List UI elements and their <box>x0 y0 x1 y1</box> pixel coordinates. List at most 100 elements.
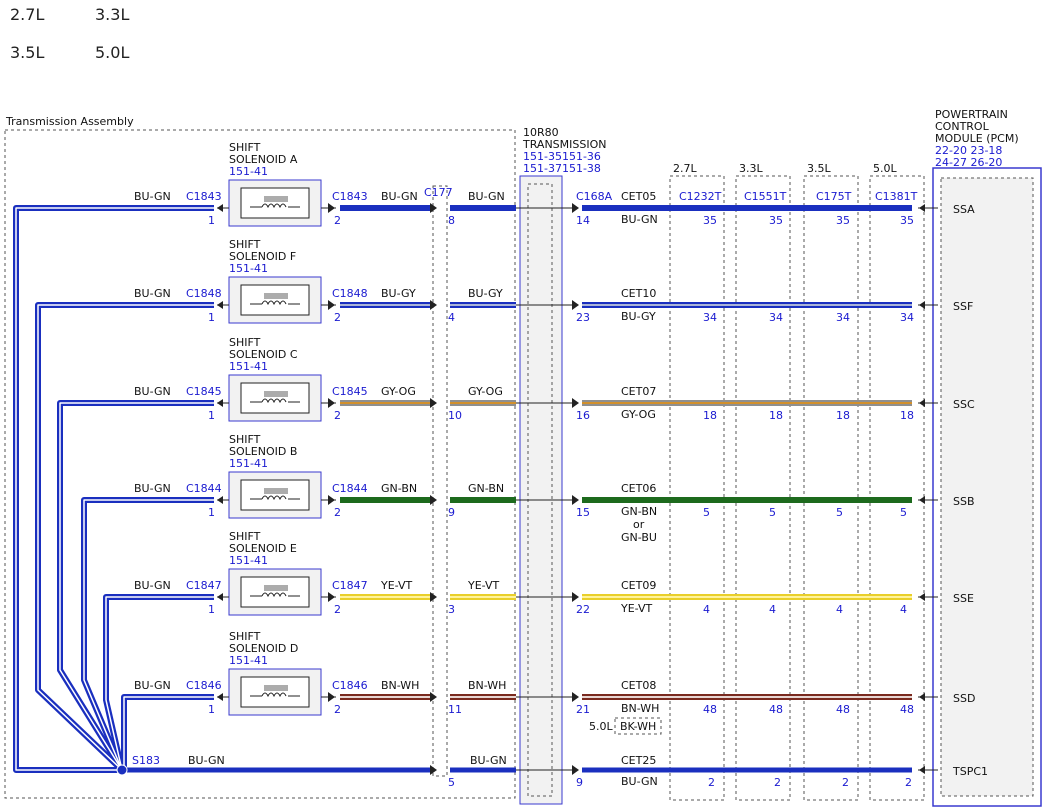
solenoid-name-line-2: SOLENOID F <box>229 250 296 263</box>
c168-pin: 22 <box>576 603 590 616</box>
pcm-signal-label: SSC <box>953 398 975 411</box>
pcm-title-line-3: MODULE (PCM) <box>935 132 1019 145</box>
pcm-wire-label: GN-BN <box>621 505 657 518</box>
inline-refs-2: 151-37151-38 <box>523 162 601 175</box>
solenoid-pin-1: 1 <box>208 409 215 422</box>
solenoid-connector-left: C1846 <box>186 679 222 692</box>
solenoid-connector-right: C1848 <box>332 287 368 300</box>
c168a-label: C168A <box>576 190 613 203</box>
c177-pin: 4 <box>448 311 455 324</box>
inline-title-line-2: TRANSMISSION <box>522 138 606 151</box>
solenoid-pin-1: 1 <box>208 311 215 324</box>
solenoid-coil-icon <box>240 187 310 219</box>
solenoid-coil-icon <box>240 576 310 608</box>
solenoid-name-line-1: SHIFT <box>229 336 261 349</box>
solenoid-pin-2: 2 <box>334 409 341 422</box>
pcm-circuit: CET10 <box>621 287 656 300</box>
solenoid-ref: 151-41 <box>229 262 268 275</box>
pcm-wire-label: BU-GY <box>621 310 656 323</box>
inline-transmission-block <box>519 175 563 805</box>
pcm-pin: 48 <box>703 703 717 716</box>
pcm-pin: 4 <box>769 603 776 616</box>
solenoid-name-line-1: SHIFT <box>229 630 261 643</box>
svg-text:5.0L: 5.0L <box>873 162 897 175</box>
solenoid-ref: 151-41 <box>229 360 268 373</box>
solenoid-coil-icon <box>240 479 310 511</box>
pcm-circuit: CET07 <box>621 385 656 398</box>
c177-wire-label: GY-OG <box>468 385 503 398</box>
splice-name: S183 <box>132 754 160 767</box>
pcm-pin: 4 <box>900 603 907 616</box>
pcm-pin: 35 <box>703 214 717 227</box>
splice-c168-pin: 9 <box>576 776 583 789</box>
solenoid-name-line-2: SOLENOID C <box>229 348 298 361</box>
splice-pcm-pin-3-5l: 2 <box>842 776 849 789</box>
pcm-connector-column-2-7l: 2.7L C1232T <box>669 162 725 801</box>
solenoid-connector-right: C1847 <box>332 579 368 592</box>
solenoid-connector-left: C1844 <box>186 482 222 495</box>
solenoid-pin-2: 2 <box>334 506 341 519</box>
c177-pin: 8 <box>448 214 455 227</box>
solenoid-connector-right: C1846 <box>332 679 368 692</box>
c177-pin: 3 <box>448 603 455 616</box>
pcm-pin: 4 <box>703 603 710 616</box>
transmission-assembly-label: Transmission Assembly <box>5 115 134 128</box>
solenoid-connector-left: C1845 <box>186 385 222 398</box>
c168-pin: 16 <box>576 409 590 422</box>
c177-wire-label: GN-BN <box>468 482 504 495</box>
alt-note-engine: 5.0L <box>589 720 613 733</box>
pcm-wire-label: YE-VT <box>620 602 653 615</box>
transmission-assembly-boundary <box>4 129 516 799</box>
solenoid-connector-left: C1848 <box>186 287 222 300</box>
splice-pcm-signal: TSPC1 <box>952 765 988 778</box>
splice-s183-dot <box>116 764 128 776</box>
pcm-pin: 5 <box>836 506 843 519</box>
alt-note-box <box>614 717 662 735</box>
c177-pin: 9 <box>448 506 455 519</box>
pcm-circuit: CET09 <box>621 579 656 592</box>
splice-c177-pin: 5 <box>448 776 455 789</box>
alt-note-wire: BK-WH <box>620 720 656 733</box>
pcm-module-inner <box>940 177 1034 797</box>
solenoid-coil-icon <box>240 676 310 708</box>
splice-row: S183 BU-GN BU-GN 5 9 CET25 BU-GN 2 2 2 2… <box>116 754 988 789</box>
splice-pcm-wire: BU-GN <box>621 775 658 788</box>
pcm-connector-column-3-3l: 3.3L C1551T <box>735 162 791 801</box>
svg-text:C175T: C175T <box>816 190 852 203</box>
solenoid-coil-icon <box>240 382 310 414</box>
solenoid-pin-1: 1 <box>208 703 215 716</box>
solenoid-pin-2: 2 <box>334 603 341 616</box>
svg-text:C1232T: C1232T <box>679 190 722 203</box>
pcm-pin: 34 <box>836 311 850 324</box>
pcm-pin: 34 <box>900 311 914 324</box>
pcm-pin: 5 <box>769 506 776 519</box>
pcm-pin: 48 <box>900 703 914 716</box>
pcm-pin: 35 <box>836 214 850 227</box>
pcm-module <box>932 167 1042 807</box>
solenoid-ref: 151-41 <box>229 165 268 178</box>
c177-wire-label: BN-WH <box>468 679 506 692</box>
c177-wire-label: BU-GN <box>468 190 505 203</box>
svg-text:C1551T: C1551T <box>744 190 787 203</box>
svg-text:3.5L: 3.5L <box>807 162 831 175</box>
solenoid-connector-left: C1847 <box>186 579 222 592</box>
solenoid-ref: 151-41 <box>229 457 268 470</box>
solenoid-wire-in: BU-GN <box>134 385 171 398</box>
solenoid-name-line-1: SHIFT <box>229 530 261 543</box>
svg-text:3.3L: 3.3L <box>739 162 763 175</box>
solenoid-wire-out: BU-GN <box>381 190 418 203</box>
solenoid-pin-1: 1 <box>208 214 215 227</box>
pcm-signal-label: SSF <box>953 300 973 313</box>
svg-text:C1381T: C1381T <box>875 190 918 203</box>
splice-pcm-pin-5-0l: 2 <box>905 776 912 789</box>
pcm-signal-label: SSA <box>953 203 975 216</box>
c168-pin: 21 <box>576 703 590 716</box>
solenoid-ref: 151-41 <box>229 554 268 567</box>
pcm-pin: 5 <box>900 506 907 519</box>
